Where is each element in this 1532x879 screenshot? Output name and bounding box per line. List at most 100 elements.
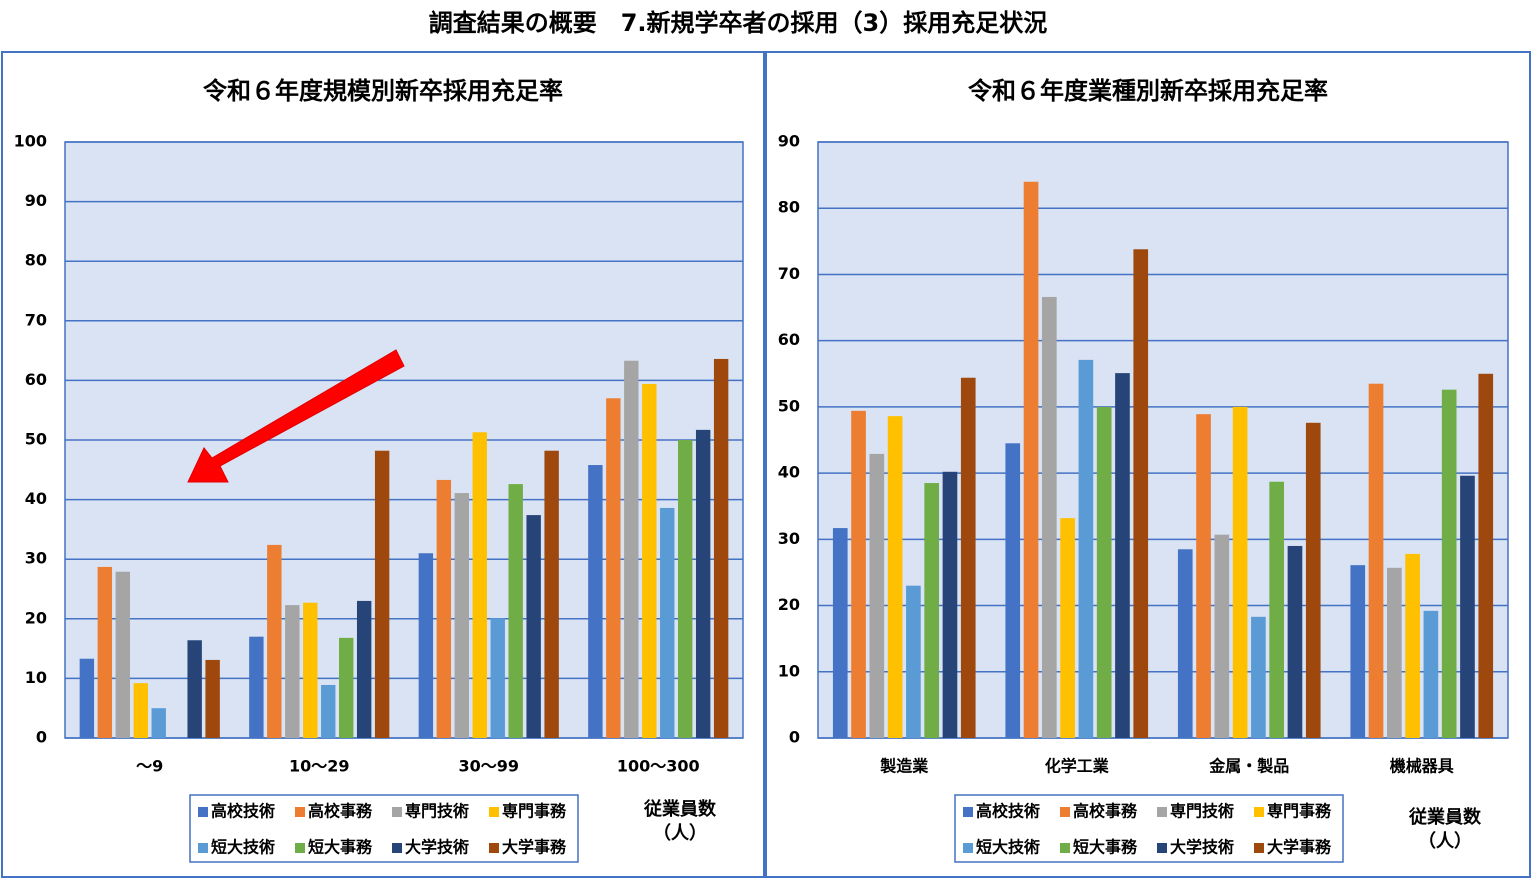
legend-label: 大学事務 — [502, 838, 567, 857]
legend-label: 高校技術 — [211, 802, 275, 821]
bar — [924, 483, 940, 738]
bar — [832, 528, 848, 738]
bar — [1023, 181, 1039, 738]
legend-label: 高校事務 — [308, 802, 373, 821]
x-tick-label: 製造業 — [879, 757, 929, 776]
bar — [660, 507, 675, 738]
legend-swatch — [963, 807, 973, 817]
chart-title: 令和６年度規模別新卒採用充足率 — [203, 77, 563, 105]
bar — [356, 600, 372, 738]
bar — [321, 684, 336, 738]
x-tick-label: 化学工業 — [1045, 757, 1110, 776]
y-tick-label: 70 — [25, 310, 47, 329]
plot-area — [817, 141, 1509, 739]
legend-label: 短大事務 — [1073, 838, 1138, 857]
x-axis-label: 従業員数 — [1408, 806, 1482, 828]
bar — [642, 383, 657, 738]
panel-frame — [765, 51, 1531, 878]
bar — [490, 618, 505, 738]
legend-label: 専門技術 — [405, 802, 469, 821]
legend-label: 大学技術 — [1170, 838, 1234, 857]
bar — [588, 465, 603, 738]
bar — [472, 432, 487, 738]
panel-frame — [1, 51, 765, 878]
y-tick-label: 40 — [778, 463, 800, 482]
bar — [1177, 549, 1193, 738]
bar — [544, 450, 559, 738]
bar — [205, 659, 220, 738]
bar — [115, 571, 131, 738]
x-tick-label: 機械器具 — [1390, 757, 1454, 776]
legend-swatch — [1157, 843, 1167, 853]
bar — [338, 637, 354, 738]
legend-swatch — [1254, 807, 1264, 817]
x-axis-label: （人） — [653, 823, 707, 844]
bar — [418, 553, 434, 738]
bar — [508, 484, 523, 738]
bar — [1133, 249, 1149, 738]
bar — [1405, 553, 1420, 738]
bar — [1287, 545, 1303, 738]
bar — [1368, 383, 1384, 738]
legend-label: 大学事務 — [1267, 838, 1332, 857]
bar — [960, 377, 976, 738]
x-axis-label: （人） — [1418, 831, 1472, 852]
bar — [606, 398, 621, 738]
x-tick-label: 10～29 — [289, 757, 350, 776]
bar — [1232, 406, 1248, 738]
bar — [869, 453, 885, 738]
bar — [713, 358, 729, 738]
bar — [942, 471, 958, 738]
bar — [303, 602, 318, 738]
y-tick-label: 30 — [25, 549, 47, 568]
y-tick-label: 80 — [778, 198, 800, 217]
legend-swatch — [392, 843, 402, 853]
x-axis-label: 従業員数 — [643, 798, 717, 820]
y-tick-label: 40 — [25, 489, 47, 508]
y-tick-label: 10 — [25, 668, 47, 687]
bar — [1350, 565, 1366, 738]
bar — [1115, 373, 1130, 738]
legend-swatch — [198, 843, 208, 853]
legend-label: 専門技術 — [1170, 802, 1234, 821]
bar — [1005, 443, 1021, 738]
legend-label: 高校事務 — [1073, 802, 1138, 821]
x-tick-label: 100～300 — [617, 757, 700, 776]
legend-swatch — [392, 807, 402, 817]
bar — [1269, 481, 1285, 738]
bar — [1423, 610, 1439, 738]
bar — [1196, 414, 1211, 738]
legend-swatch — [1254, 843, 1264, 853]
bar — [454, 493, 470, 738]
y-tick-label: 30 — [778, 529, 800, 548]
legend-swatch — [295, 843, 305, 853]
legend-swatch — [963, 843, 973, 853]
bar — [887, 416, 903, 738]
bar — [133, 683, 148, 738]
legend-swatch — [1060, 843, 1070, 853]
bar — [1441, 389, 1457, 738]
bar — [267, 544, 282, 738]
legend-label: 大学技術 — [405, 838, 469, 857]
y-tick-label: 100 — [14, 132, 47, 151]
legend-label: 短大技術 — [976, 838, 1040, 857]
y-tick-label: 70 — [778, 264, 800, 283]
chart-title: 令和６年度業種別新卒採用充足率 — [968, 77, 1328, 105]
bar — [1214, 534, 1230, 738]
legend-swatch — [295, 807, 305, 817]
legend-swatch — [1157, 807, 1167, 817]
legend-swatch — [489, 843, 499, 853]
legend-label: 短大事務 — [308, 838, 373, 857]
bar — [677, 440, 693, 738]
bar — [1305, 422, 1321, 738]
y-tick-label: 80 — [25, 251, 47, 270]
x-tick-label: ～9 — [136, 757, 163, 776]
bar — [1041, 296, 1057, 738]
bar — [1386, 567, 1402, 738]
y-tick-label: 20 — [25, 608, 47, 627]
x-tick-label: 30～99 — [458, 757, 519, 776]
legend-label: 専門事務 — [1267, 802, 1332, 821]
bar — [187, 640, 202, 738]
y-tick-label: 60 — [778, 330, 800, 349]
